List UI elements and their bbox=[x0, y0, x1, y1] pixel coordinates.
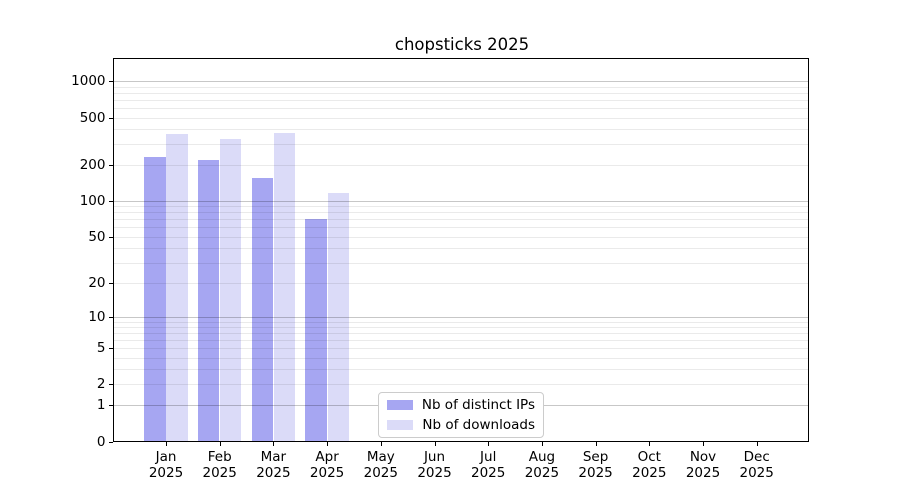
gridline-minor bbox=[114, 206, 808, 208]
gridline-minor bbox=[114, 321, 808, 323]
gridline-minor bbox=[114, 357, 808, 359]
x-tick-mark bbox=[595, 442, 597, 446]
x-tick-mark bbox=[434, 442, 436, 446]
x-tick-label: Mar 2025 bbox=[256, 448, 291, 481]
legend-label-distinct-ips: Nb of distinct IPs bbox=[421, 397, 535, 413]
gridline-major bbox=[114, 316, 808, 318]
gridline-minor bbox=[114, 212, 808, 214]
y-tick-label: 0 bbox=[96, 433, 106, 450]
gridline-minor bbox=[114, 144, 808, 146]
legend-label-downloads: Nb of downloads bbox=[422, 417, 535, 433]
x-tick-label: Aug 2025 bbox=[524, 448, 560, 481]
bar-distinct-ips-jan bbox=[144, 156, 166, 442]
x-tick-label: Oct 2025 bbox=[632, 448, 667, 481]
gridline-minor bbox=[114, 100, 808, 102]
x-tick-label: Jan 2025 bbox=[148, 448, 184, 481]
gridline-minor bbox=[114, 282, 808, 284]
x-tick-mark bbox=[649, 442, 651, 446]
gridline-minor bbox=[114, 333, 808, 335]
x-tick-mark bbox=[327, 442, 329, 446]
legend-item-downloads: Nb of downloads bbox=[387, 417, 535, 433]
y-tick-label: 200 bbox=[79, 157, 106, 174]
y-tick-mark bbox=[108, 81, 113, 83]
gridline-minor bbox=[114, 262, 808, 264]
x-tick-mark bbox=[166, 442, 167, 446]
gridline-minor bbox=[114, 384, 808, 386]
legend-swatch-distinct-ips bbox=[387, 400, 413, 410]
x-tick-label: Jul 2025 bbox=[471, 448, 506, 481]
y-tick-mark bbox=[108, 384, 113, 386]
y-tick-mark bbox=[108, 200, 113, 202]
bar-downloads-mar bbox=[273, 132, 296, 442]
gridline-minor bbox=[114, 340, 808, 342]
x-tick-label: May 2025 bbox=[363, 448, 398, 481]
x-tick-mark bbox=[273, 442, 275, 446]
x-tick-mark bbox=[380, 442, 382, 446]
bar-distinct-ips-feb bbox=[198, 160, 220, 442]
gridline-minor bbox=[114, 108, 808, 110]
gridline-minor bbox=[114, 236, 808, 238]
y-tick-label: 5 bbox=[96, 340, 106, 357]
x-tick-mark bbox=[541, 442, 543, 446]
x-tick-label: Feb 2025 bbox=[202, 448, 237, 481]
y-tick-label: 100 bbox=[79, 192, 106, 209]
gridline-minor bbox=[114, 86, 808, 88]
x-tick-mark bbox=[756, 442, 758, 446]
y-tick-mark bbox=[108, 348, 113, 350]
x-tick-mark bbox=[703, 442, 704, 446]
y-tick-mark bbox=[108, 282, 113, 284]
bar-downloads-apr bbox=[327, 192, 349, 442]
x-tick-label: Dec 2025 bbox=[739, 448, 774, 481]
bar-distinct-ips-mar bbox=[251, 178, 273, 442]
gridline-major bbox=[114, 200, 808, 202]
gridline-minor bbox=[114, 165, 808, 167]
y-tick-mark bbox=[108, 236, 113, 238]
y-tick-label: 2 bbox=[96, 376, 106, 393]
y-tick-mark bbox=[108, 441, 113, 443]
x-tick-mark bbox=[219, 442, 221, 446]
bar-distinct-ips-apr bbox=[305, 219, 327, 442]
gridline-minor bbox=[114, 348, 808, 350]
bar-downloads-jan bbox=[166, 134, 188, 442]
gridline-minor bbox=[114, 129, 808, 131]
y-tick-mark bbox=[108, 117, 113, 119]
gridline-minor bbox=[114, 326, 808, 328]
legend: Nb of distinct IPs Nb of downloads bbox=[378, 392, 544, 438]
gridline-minor bbox=[114, 219, 808, 221]
y-tick-label: 10 bbox=[88, 308, 106, 325]
y-tick-mark bbox=[108, 405, 113, 407]
gridline-minor bbox=[114, 117, 808, 119]
y-tick-label: 50 bbox=[88, 228, 106, 245]
y-tick-label: 1 bbox=[96, 397, 106, 414]
gridline-major bbox=[114, 81, 808, 83]
x-tick-label: Sep 2025 bbox=[578, 448, 613, 481]
chart-title: chopsticks 2025 bbox=[394, 35, 530, 54]
x-tick-label: Nov 2025 bbox=[685, 448, 721, 481]
x-tick-mark bbox=[488, 442, 490, 446]
gridline-minor bbox=[114, 93, 808, 95]
gridline-minor bbox=[114, 247, 808, 249]
legend-swatch-downloads bbox=[387, 420, 414, 430]
bar-downloads-feb bbox=[220, 138, 242, 442]
y-tick-mark bbox=[108, 316, 113, 318]
gridline-minor bbox=[114, 369, 808, 371]
x-tick-label: Jun 2025 bbox=[417, 448, 452, 481]
y-tick-label: 500 bbox=[79, 109, 106, 126]
y-tick-mark bbox=[108, 165, 113, 167]
legend-item-distinct-ips: Nb of distinct IPs bbox=[387, 397, 535, 413]
y-tick-label: 1000 bbox=[71, 73, 106, 90]
x-tick-label: Apr 2025 bbox=[309, 448, 345, 481]
y-tick-label: 20 bbox=[88, 274, 106, 291]
gridline-minor bbox=[114, 227, 808, 229]
